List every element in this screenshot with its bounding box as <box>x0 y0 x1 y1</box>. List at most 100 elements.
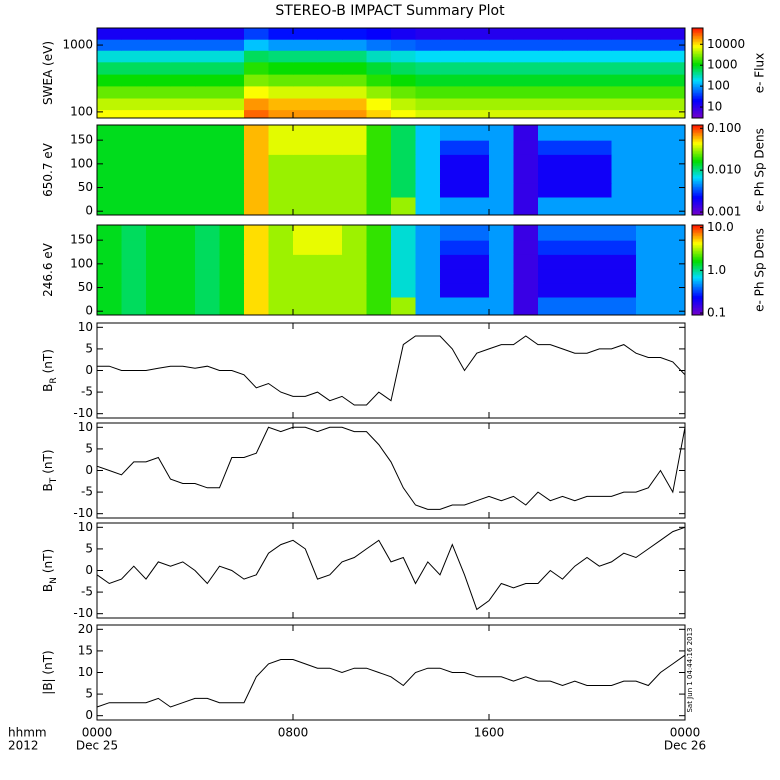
heatmap-cell <box>562 197 588 216</box>
heatmap-cell <box>464 74 490 87</box>
heatmap-cell <box>195 28 220 40</box>
colorbar-segment <box>692 100 703 102</box>
heatmap-cell <box>342 254 367 270</box>
y-tick-label: -10 <box>73 406 93 420</box>
heatmap-cell <box>268 197 294 216</box>
heatmap-cell <box>268 182 294 198</box>
y-axis-label-sub: R <box>49 377 59 383</box>
heatmap-cell <box>342 140 367 155</box>
heatmap-cell <box>244 85 269 99</box>
heatmap-cell <box>587 125 612 141</box>
heatmap-cell <box>415 109 441 119</box>
heatmap-cell <box>611 125 637 141</box>
y-axis-label-text: B <box>41 584 55 592</box>
colorbar-segment <box>692 183 703 186</box>
heatmap-cell <box>391 85 416 99</box>
heatmap-cell <box>464 168 490 184</box>
heatmap-cell <box>121 154 147 170</box>
heatmap-cell <box>366 282 392 298</box>
heatmap-cell <box>146 28 171 40</box>
heatmap-cell <box>391 154 416 170</box>
heatmap-cell <box>660 225 686 241</box>
heatmap-cell <box>489 85 514 99</box>
heatmap-cell <box>121 39 147 51</box>
heatmap-cell <box>660 240 686 255</box>
heatmap-cell <box>121 28 147 40</box>
heatmap-cell <box>342 282 367 298</box>
colorbar-segment <box>692 279 703 281</box>
heatmap-cell <box>366 154 392 170</box>
heatmap-cell <box>538 168 563 184</box>
colorbar-segment <box>692 43 703 45</box>
heatmap-cell <box>489 154 514 170</box>
heatmap-cell <box>391 74 416 87</box>
heatmap-cell <box>415 282 441 298</box>
heatmap-cell <box>587 109 612 119</box>
heatmap-cell <box>293 50 318 63</box>
heatmap-cell <box>660 39 686 51</box>
heatmap-cell <box>538 50 563 63</box>
heatmap-cell <box>513 74 539 87</box>
heatmap-cell <box>415 225 441 241</box>
colorbar-segment <box>692 71 703 74</box>
heatmap-cell <box>195 282 220 298</box>
colorbar-segment <box>692 94 703 96</box>
heatmap-cell <box>440 168 465 184</box>
heatmap-cell <box>464 39 490 51</box>
heatmap-cell <box>440 125 465 141</box>
heatmap-cell <box>219 109 245 119</box>
colorbar-segment <box>692 129 703 132</box>
heatmap-cell <box>342 50 367 63</box>
colorbar-segment <box>692 32 703 35</box>
y-tick-label: 5 <box>85 687 93 701</box>
heatmap-cell <box>97 28 122 40</box>
colorbar-segment <box>692 80 703 83</box>
y-axis-label: BT (nT) <box>41 449 59 491</box>
heatmap-cell <box>513 98 539 111</box>
heatmap-cell <box>489 140 514 155</box>
y-axis-label-unit: (nT) <box>41 449 55 473</box>
heatmap-cell <box>611 74 637 87</box>
heatmap-cell <box>538 28 563 40</box>
heatmap-cell <box>146 98 171 111</box>
heatmap-cell <box>268 74 294 87</box>
colorbar-segment <box>692 59 703 62</box>
heatmap-cell <box>244 140 269 155</box>
heatmap-cell <box>342 74 367 87</box>
heatmap-cell <box>391 125 416 141</box>
colorbar-segment <box>692 182 703 184</box>
colorbar-segment <box>692 55 703 57</box>
y-axis-label-text: 246.6 eV <box>41 242 55 297</box>
colorbar-segment <box>692 176 703 178</box>
heatmap-cell <box>219 39 245 51</box>
heatmap-cell <box>97 98 122 111</box>
heatmap-cell <box>391 61 416 75</box>
heatmap-cell <box>97 297 122 316</box>
heatmap-cell <box>611 61 637 75</box>
y-axis-label: SWEA (eV) <box>41 41 55 105</box>
heatmap-cell <box>244 154 269 170</box>
heatmap-cell <box>317 254 343 270</box>
heatmap-cell <box>464 98 490 111</box>
heatmap-cell <box>440 61 465 75</box>
heatmap-cell <box>342 109 367 119</box>
heatmap-cell <box>244 28 269 40</box>
heatmap-cell <box>562 297 588 316</box>
heatmap-cell <box>268 61 294 75</box>
heatmap-cell <box>121 98 147 111</box>
heatmap-cell <box>513 50 539 63</box>
colorbar-segment <box>692 44 703 47</box>
heatmap-cell <box>97 125 122 141</box>
colorbar-segment <box>692 189 703 192</box>
heatmap-cell <box>170 240 196 255</box>
heatmap-cell <box>415 154 441 170</box>
colorbar-segment <box>692 74 703 77</box>
heatmap-cell <box>268 28 294 40</box>
heatmap-cell <box>538 98 563 111</box>
heatmap-cell <box>121 61 147 75</box>
heatmap-cell <box>489 125 514 141</box>
heatmap-cell <box>636 182 661 198</box>
heatmap-cell <box>587 197 612 216</box>
heatmap-cell <box>293 61 318 75</box>
heatmap-cell <box>317 74 343 87</box>
